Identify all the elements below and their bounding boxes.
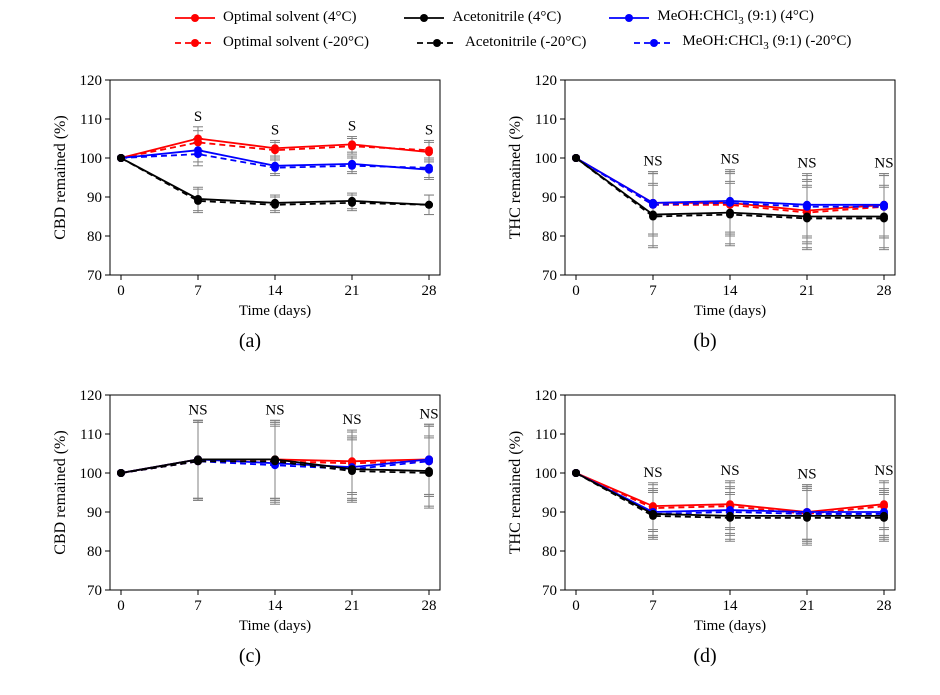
svg-text:100: 100 [535,466,558,482]
legend-swatch [175,36,215,50]
svg-text:THC remained (%): THC remained (%) [507,431,524,555]
svg-text:70: 70 [87,583,102,599]
svg-text:0: 0 [117,598,125,614]
svg-text:NS: NS [643,465,662,481]
svg-text:Time (days): Time (days) [694,618,766,634]
svg-text:120: 120 [80,388,103,404]
svg-text:28: 28 [877,598,892,614]
svg-text:90: 90 [87,505,102,521]
legend-item: Acetonitrile (-20°C) [417,33,586,52]
svg-text:CBD remained (%): CBD remained (%) [52,430,69,554]
legend-row: Optimal solvent (4°C)Acetonitrile (4°C)M… [175,8,795,27]
panel-c: 70 80 90 100 110 120 0 7 14 21 28 Time (days) CBD re… [45,385,455,645]
legend-swatch [175,11,215,25]
panel-d: 70 80 90 100 110 120 0 7 14 21 28 Time (days) THC re… [500,385,910,645]
svg-text:120: 120 [535,73,558,89]
panel-a: 70 80 90 100 110 120 0 7 14 21 28 Time (days) CBD re… [45,70,455,330]
svg-text:110: 110 [535,427,557,443]
legend-item: Acetonitrile (4°C) [404,8,561,27]
svg-text:NS: NS [874,156,893,172]
svg-text:110: 110 [80,427,102,443]
svg-text:21: 21 [800,283,815,299]
svg-text:100: 100 [535,151,558,167]
svg-text:NS: NS [720,152,739,168]
svg-text:7: 7 [649,598,657,614]
svg-text:100: 100 [80,466,103,482]
svg-text:NS: NS [797,467,816,483]
svg-text:NS: NS [643,154,662,170]
svg-text:21: 21 [345,283,360,299]
svg-text:90: 90 [542,190,557,206]
legend: Optimal solvent (4°C)Acetonitrile (4°C)M… [175,8,795,58]
svg-text:NS: NS [797,156,816,172]
svg-text:0: 0 [572,283,580,299]
legend-item: Optimal solvent (4°C) [175,8,356,27]
svg-text:21: 21 [345,598,360,614]
svg-text:70: 70 [542,268,557,284]
svg-text:80: 80 [87,544,102,560]
svg-text:90: 90 [542,505,557,521]
legend-row: Optimal solvent (-20°C) Acetonitrile (-20… [175,33,795,52]
legend-swatch [417,36,457,50]
legend-swatch [634,36,674,50]
svg-text:Time (days): Time (days) [239,618,311,634]
legend-label: Optimal solvent (-20°C) [223,34,369,51]
svg-text:120: 120 [80,73,103,89]
svg-text:14: 14 [723,598,739,614]
svg-text:28: 28 [422,598,437,614]
legend-label: Optimal solvent (4°C) [223,9,356,26]
svg-text:100: 100 [80,151,103,167]
svg-text:NS: NS [265,402,284,418]
svg-text:NS: NS [419,406,438,422]
panel-b: 70 80 90 100 110 120 0 7 14 21 28 Time (days) THC re… [500,70,910,330]
sublabel-a: (a) [45,330,455,353]
svg-text:NS: NS [342,412,361,428]
svg-text:70: 70 [542,583,557,599]
svg-text:7: 7 [194,598,202,614]
svg-text:80: 80 [542,544,557,560]
svg-text:7: 7 [649,283,657,299]
svg-text:7: 7 [194,283,202,299]
svg-text:S: S [425,122,433,138]
figure-root: { "global": { "background_color": "#ffff… [0,0,940,695]
svg-text:80: 80 [87,229,102,245]
svg-text:21: 21 [800,598,815,614]
legend-label: MeOH:CHCl3 (9:1) (4°C) [657,8,814,27]
sublabel-b: (b) [500,330,910,353]
legend-label: MeOH:CHCl3 (9:1) (-20°C) [682,33,851,52]
svg-text:0: 0 [117,283,125,299]
svg-text:S: S [271,122,279,138]
sublabel-d: (d) [500,645,910,668]
svg-text:CBD remained (%): CBD remained (%) [52,115,69,239]
svg-text:S: S [194,109,202,125]
legend-label: Acetonitrile (4°C) [452,9,561,26]
legend-label: Acetonitrile (-20°C) [465,34,586,51]
svg-text:110: 110 [535,112,557,128]
legend-item: MeOH:CHCl3 (9:1) (-20°C) [634,33,851,52]
legend-swatch [609,11,649,25]
svg-text:Time (days): Time (days) [239,303,311,319]
sublabel-c: (c) [45,645,455,668]
svg-text:NS: NS [720,463,739,479]
svg-text:NS: NS [874,463,893,479]
svg-text:S: S [348,119,356,135]
svg-text:28: 28 [422,283,437,299]
svg-text:110: 110 [80,112,102,128]
svg-text:70: 70 [87,268,102,284]
svg-text:NS: NS [188,402,207,418]
svg-text:14: 14 [268,283,284,299]
svg-text:80: 80 [542,229,557,245]
legend-item: MeOH:CHCl3 (9:1) (4°C) [609,8,814,27]
svg-text:THC remained (%): THC remained (%) [507,116,524,240]
svg-text:14: 14 [268,598,284,614]
legend-item: Optimal solvent (-20°C) [175,33,369,52]
svg-text:0: 0 [572,598,580,614]
svg-text:120: 120 [535,388,558,404]
svg-text:28: 28 [877,283,892,299]
svg-text:Time (days): Time (days) [694,303,766,319]
svg-text:90: 90 [87,190,102,206]
svg-text:14: 14 [723,283,739,299]
legend-swatch [404,11,444,25]
